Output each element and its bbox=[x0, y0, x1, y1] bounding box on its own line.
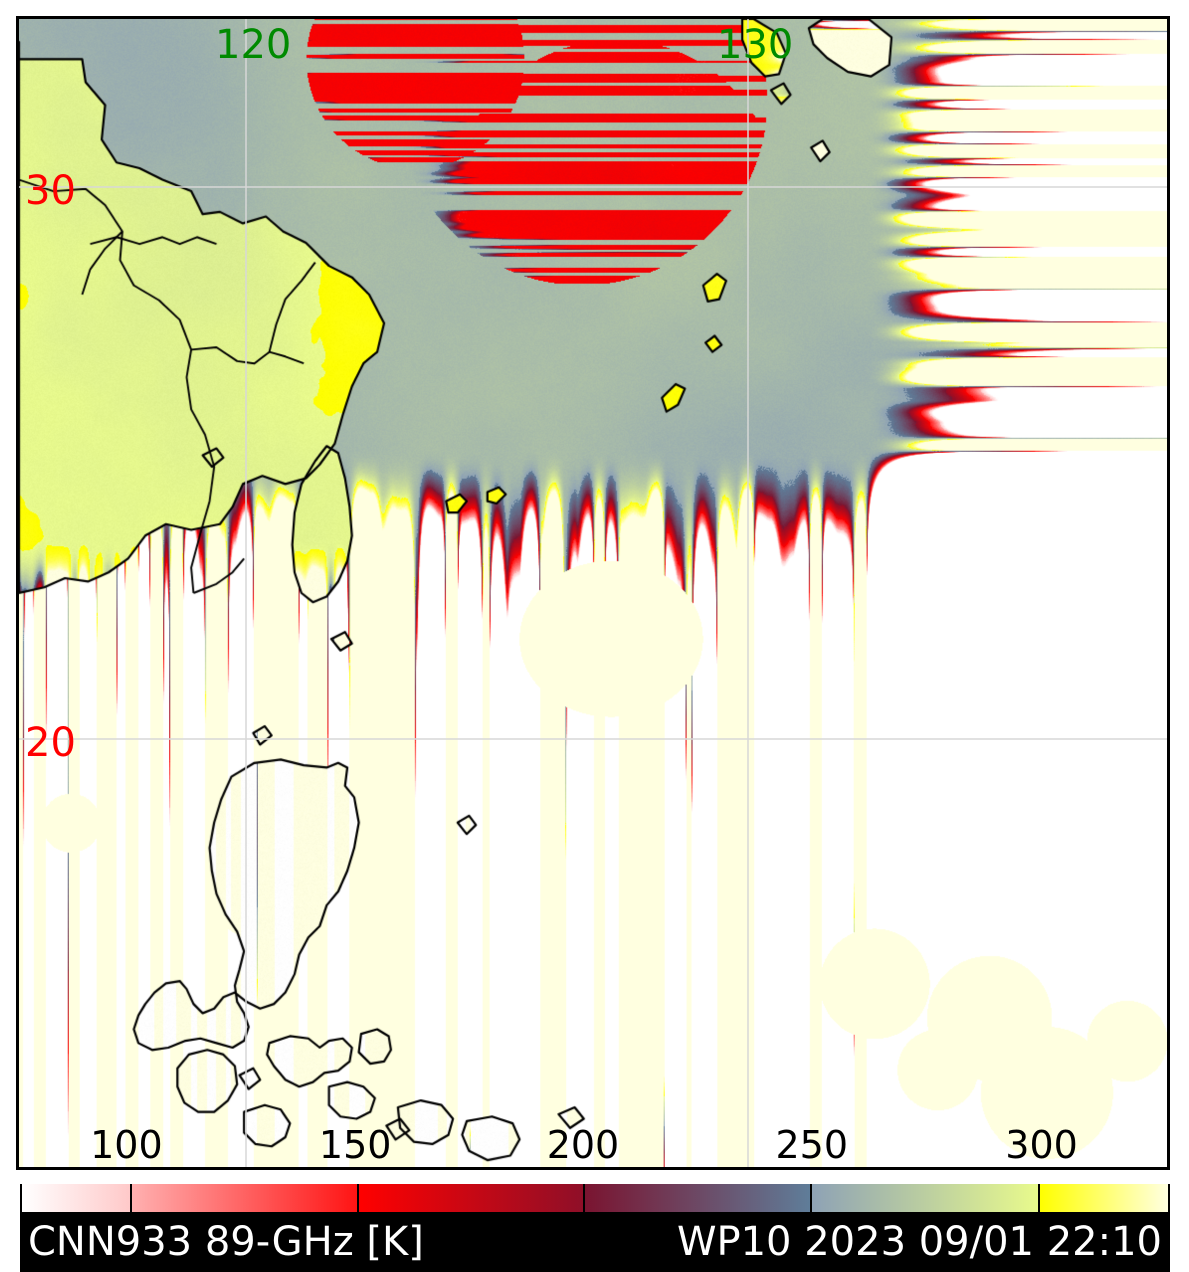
colorbar-gradient-strip bbox=[20, 1184, 1170, 1212]
colorbar-segment-5 bbox=[1040, 1184, 1168, 1212]
status-bar: CNN933 89-GHz [K] WP10 2023 09/01 22:10 bbox=[20, 1212, 1170, 1272]
colorbar-tick-100: 100 bbox=[90, 1123, 163, 1167]
colorbar-segment-4 bbox=[812, 1184, 1041, 1212]
colorbar-segment-0 bbox=[22, 1184, 132, 1212]
colorbar-tick-300: 300 bbox=[1005, 1123, 1078, 1167]
colorbar-segment-2 bbox=[358, 1184, 586, 1212]
colorbar: 100 150 200 250 300 bbox=[16, 1126, 1170, 1272]
colorbar-tick-150: 150 bbox=[318, 1123, 392, 1167]
colorbar-tick-200: 200 bbox=[546, 1123, 620, 1167]
colorbar-tick-labels: 100 150 200 250 300 bbox=[16, 1126, 1170, 1170]
satellite-microwave-image[interactable] bbox=[19, 19, 1167, 1167]
colorbar-tick-250: 250 bbox=[775, 1123, 849, 1167]
product-title: CNN933 89-GHz [K] bbox=[28, 1219, 424, 1265]
colorbar-segment-1 bbox=[131, 1184, 359, 1212]
map-panel[interactable]: 120 130 30 20 bbox=[16, 16, 1170, 1170]
colorbar-segment-3 bbox=[585, 1184, 813, 1212]
storm-timestamp: WP10 2023 09/01 22:10 bbox=[676, 1219, 1162, 1265]
